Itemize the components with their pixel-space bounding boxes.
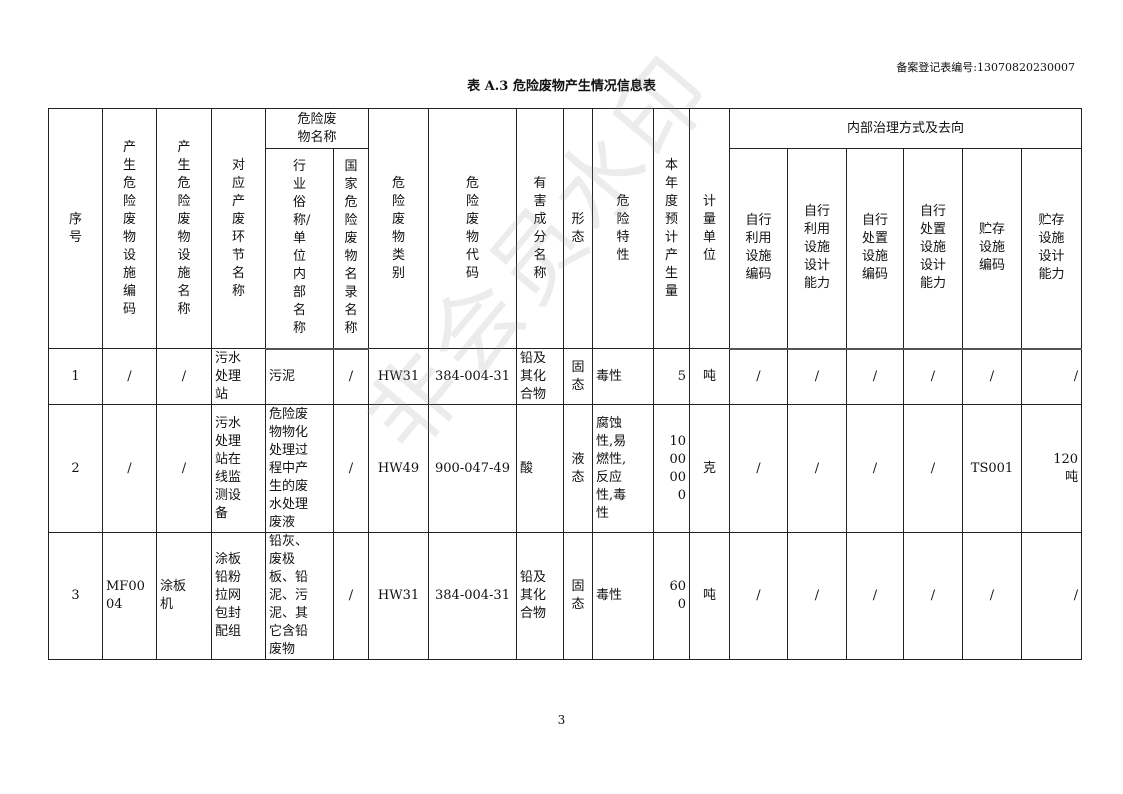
header-stage: 对应产废环节名称 bbox=[211, 108, 266, 349]
cell-self-dispose-code: / bbox=[846, 348, 904, 405]
registration-number: 备案登记表编号:13070820230007 bbox=[896, 61, 1075, 74]
cell-unit: 吨 bbox=[689, 532, 730, 660]
cell-unit: 吨 bbox=[689, 348, 730, 405]
header-internal-group: 内部治理方式及去向 bbox=[728, 108, 1083, 149]
header-national-name: 国家危险废物名录名称 bbox=[333, 148, 369, 350]
header-facility-name: 产生危险废物设施名称 bbox=[156, 108, 212, 349]
cell-seq: 1 bbox=[48, 348, 103, 405]
cell-category: HW31 bbox=[368, 348, 429, 405]
cell-annual-qty: 5 bbox=[653, 348, 690, 405]
cell-storage-code: TS001 bbox=[962, 404, 1022, 533]
cell-common-name: 危险废物物化处理过程中产生的废水处理废液 bbox=[265, 404, 334, 533]
cell-harmful: 酸 bbox=[516, 404, 564, 533]
header-facility-code: 产生危险废物设施编码 bbox=[102, 108, 157, 349]
header-self-use-code: 自行利用设施编码 bbox=[729, 148, 788, 350]
header-form: 形态 bbox=[563, 108, 593, 349]
header-common-name: 行业俗称/单位内部名称 bbox=[265, 148, 334, 350]
cell-category: HW31 bbox=[368, 532, 429, 660]
cell-code: 900-047-49 bbox=[428, 404, 517, 533]
cell-facility-code: / bbox=[102, 404, 157, 533]
header-hazard: 危险特性 bbox=[592, 108, 654, 349]
header-seq: 序号 bbox=[48, 108, 103, 349]
cell-unit: 克 bbox=[689, 404, 730, 533]
cell-harmful: 铅及其化合物 bbox=[516, 348, 564, 405]
header-self-dispose-capacity: 自行处置设施设计能力 bbox=[903, 148, 963, 350]
cell-common-name: 污泥 bbox=[265, 348, 334, 405]
cell-national-name: / bbox=[333, 532, 369, 660]
cell-form: 固态 bbox=[563, 532, 593, 660]
cell-annual-qty: 600 bbox=[653, 532, 690, 660]
hazardous-waste-table: 序号 产生危险废物设施编码 产生危险废物设施名称 对应产废环节名称 危险废物名称… bbox=[48, 108, 1083, 660]
cell-facility-code: MF0004 bbox=[102, 532, 157, 660]
header-annual-qty: 本年度预计产生量 bbox=[653, 108, 690, 349]
header-code: 危险废物代码 bbox=[428, 108, 517, 349]
cell-self-dispose-capacity: / bbox=[903, 348, 963, 405]
cell-seq: 3 bbox=[48, 532, 103, 660]
cell-annual-qty: 1000000 bbox=[653, 404, 690, 533]
cell-stage: 污水处理站在线监测设备 bbox=[211, 404, 266, 533]
cell-national-name: / bbox=[333, 348, 369, 405]
cell-facility-name: / bbox=[156, 348, 212, 405]
cell-facility-name: / bbox=[156, 404, 212, 533]
cell-storage-code: / bbox=[962, 348, 1022, 405]
cell-national-name: / bbox=[333, 404, 369, 533]
header-unit: 计量单位 bbox=[689, 108, 730, 349]
cell-self-use-code: / bbox=[729, 348, 788, 405]
cell-facility-name: 涂板机 bbox=[156, 532, 212, 660]
cell-self-use-code: / bbox=[729, 532, 788, 660]
cell-self-use-capacity: / bbox=[787, 348, 847, 405]
cell-self-use-code: / bbox=[729, 404, 788, 533]
cell-storage-capacity: / bbox=[1020, 348, 1083, 405]
cell-form: 液态 bbox=[563, 404, 593, 533]
header-storage-capacity: 贮存设施设计能力 bbox=[1020, 148, 1083, 350]
header-harmful: 有害成分名称 bbox=[516, 108, 564, 349]
cell-storage-capacity: / bbox=[1020, 532, 1083, 660]
cell-hazard: 腐蚀性,易燃性,反应性,毒性 bbox=[592, 404, 654, 533]
cell-self-dispose-capacity: / bbox=[903, 404, 963, 533]
cell-self-dispose-code: / bbox=[846, 532, 904, 660]
cell-storage-capacity: 120吨 bbox=[1020, 404, 1083, 533]
cell-category: HW49 bbox=[368, 404, 429, 533]
cell-storage-code: / bbox=[962, 532, 1022, 660]
cell-self-use-capacity: / bbox=[787, 532, 847, 660]
cell-self-dispose-capacity: / bbox=[903, 532, 963, 660]
header-storage-code: 贮存设施编码 bbox=[962, 148, 1022, 350]
cell-common-name: 铅灰、废极板、铅泥、污泥、其它含铅废物 bbox=[265, 532, 334, 660]
table-title: 表 A.3 危险废物产生情况信息表 bbox=[467, 79, 656, 94]
cell-stage: 污水处理站 bbox=[211, 348, 266, 405]
table-row: 2// 污水处理站在线监测设备 危险废物物化处理过程中产生的废水处理废液 / HW49 9… bbox=[48, 404, 1083, 533]
page-number: 3 bbox=[557, 713, 566, 727]
header-self-use-capacity: 自行利用设施设计能力 bbox=[787, 148, 847, 350]
cell-harmful: 铅及其化合物 bbox=[516, 532, 564, 660]
cell-form: 固态 bbox=[563, 348, 593, 405]
header-category: 危险废物类别 bbox=[368, 108, 429, 349]
table-row: 3 MF0004 涂板机 涂板铅粉拉网包封配组 铅灰、废极板、铅泥、污泥、其它含铅废物 /… bbox=[48, 532, 1083, 660]
cell-stage: 涂板铅粉拉网包封配组 bbox=[211, 532, 266, 660]
cell-code: 384-004-31 bbox=[428, 348, 517, 405]
cell-hazard: 毒性 bbox=[592, 348, 654, 405]
cell-seq: 2 bbox=[48, 404, 103, 533]
header-waste-name-group: 危险废物名称 bbox=[265, 108, 369, 149]
cell-hazard: 毒性 bbox=[592, 532, 654, 660]
table-row: 1// 污水处理站 污泥 / HW31 384-004-31 铅及其化合物 固态 毒性 5 吨 / / /… bbox=[48, 348, 1083, 405]
cell-self-dispose-code: / bbox=[846, 404, 904, 533]
header-self-dispose-code: 自行处置设施编码 bbox=[846, 148, 904, 350]
cell-code: 384-004-31 bbox=[428, 532, 517, 660]
cell-self-use-capacity: / bbox=[787, 404, 847, 533]
cell-facility-code: / bbox=[102, 348, 157, 405]
